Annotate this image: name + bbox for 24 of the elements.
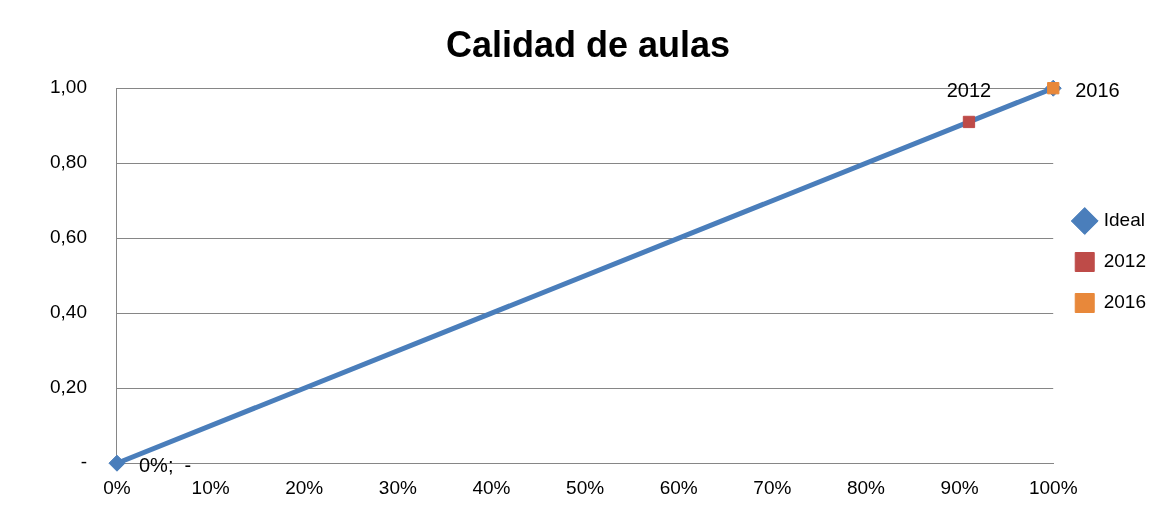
x-tick-label: 60%	[659, 476, 698, 498]
x-tick-label: 50%	[566, 476, 605, 498]
annotation: 2016	[1075, 78, 1120, 101]
x-tick-label: 30%	[378, 476, 417, 498]
x-tick-label: 0%	[103, 476, 131, 498]
y-tick-label: -	[80, 451, 87, 473]
x-tick-label: 70%	[753, 476, 792, 498]
chart-title: Calidad de aulas	[445, 23, 731, 65]
x-tick-label: 80%	[846, 476, 886, 498]
x-tick-label: 40%	[472, 476, 511, 498]
annotation: 2012	[946, 79, 992, 102]
legend-label: 2016	[1103, 291, 1147, 313]
y-tick-label: 0,40	[50, 301, 87, 323]
y-tick-label: 1,00	[50, 76, 87, 98]
y-tick-label: 0,20	[50, 376, 87, 398]
x-tick-label: 10%	[191, 476, 230, 498]
legend-label: 2012	[1103, 250, 1147, 272]
y-tick-label: 0,60	[50, 226, 87, 248]
x-tick-label: 90%	[940, 476, 979, 498]
annotation: 0%; -	[138, 453, 192, 476]
x-tick-label: 100%	[1028, 476, 1078, 498]
legend-label: Ideal	[1103, 209, 1145, 231]
y-tick-label: 0,80	[50, 151, 87, 173]
x-tick-label: 20%	[285, 476, 324, 498]
